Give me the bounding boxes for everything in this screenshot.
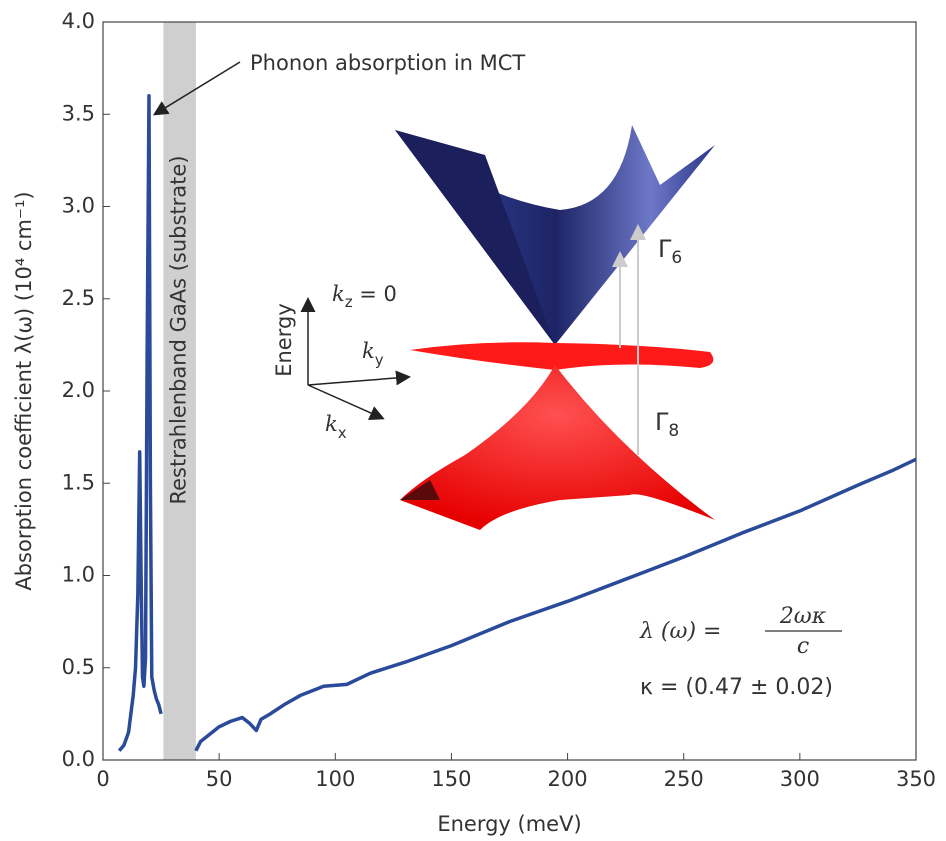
conduction-band [395,125,715,345]
restrahlen-band [163,22,196,760]
formula-numerator: 2ωκ [779,604,827,629]
heavy-hole-band [400,365,715,530]
conduction-band-face [395,130,555,345]
gamma8-label: Γ8 [655,408,679,441]
sub: 8 [668,421,679,441]
light-hole-band [410,342,714,370]
band-shadow [400,480,440,500]
x-tick-label: 50 [206,767,233,791]
y-tick-label: 0.5 [62,655,95,679]
plot-frame [102,21,917,761]
y-tick-label: 1.0 [62,563,95,587]
y-axis-label: Absorption coefficient λ(ω) (10⁴ cm⁻¹) [12,191,36,590]
x-tick-label: 300 [780,767,820,791]
formula-denominator: c [797,634,809,659]
kz-label: kz = 0 [332,282,397,311]
k: k [325,412,338,436]
sub: y [375,351,384,369]
band-structure-inset: Energy kz = 0 ky kx Γ6 Γ8 [272,125,715,530]
axis-arrow [307,384,385,420]
annotation-text: Phonon absorption in MCT [250,51,525,75]
k: k [332,282,345,306]
gamma: Γ [655,408,669,436]
ky-label: ky [362,339,384,369]
y-tick-label: 2.5 [62,286,95,310]
formula-lhs: λ (ω) = [639,619,721,644]
y-tick-label: 1.5 [62,470,95,494]
y-tick-label: 0.0 [62,747,95,771]
tail: = 0 [353,282,397,306]
y-tick-label: 2.0 [62,378,95,402]
gamma: Γ [658,235,672,263]
x-tick-label: 200 [548,767,588,791]
x-tick-label: 0 [96,767,109,791]
y-tick-label: 4.0 [62,9,95,33]
x-tick-label: 250 [664,767,704,791]
sub: z [345,293,353,311]
kappa-value: κ = (0.47 ± 0.02) [640,675,833,700]
x-axis-label: Energy (meV) [437,812,581,836]
axis-arrow [307,370,411,386]
y-tick-label: 3.5 [62,101,95,125]
x-tick-label: 350 [896,767,936,791]
x-tick-label: 100 [315,767,355,791]
formula: λ (ω) = 2ωκ c κ = (0.47 ± 0.02) [639,604,842,700]
band-label: Restrahlenband GaAs (substrate) [167,155,191,504]
sub: x [338,424,347,442]
annotation-arrow [152,61,241,116]
k: k [362,339,375,363]
x-tick-label: 150 [431,767,471,791]
y-tick-label: 3.0 [62,194,95,218]
sub: 6 [671,248,682,268]
absorption-line [117,94,917,752]
gamma6-label: Γ6 [658,235,682,268]
kx-label: kx [325,412,347,442]
energy-label: Energy [272,303,296,377]
